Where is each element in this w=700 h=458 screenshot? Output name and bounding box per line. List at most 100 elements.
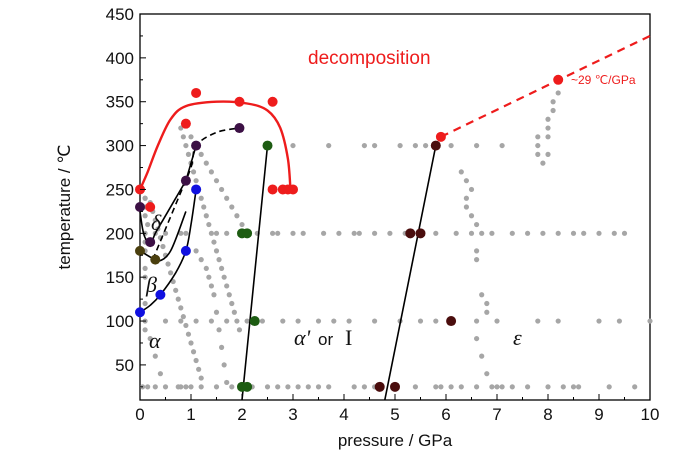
grey-point bbox=[545, 151, 551, 157]
purple-data-point bbox=[135, 202, 145, 212]
grey-point bbox=[152, 384, 158, 390]
grey-point bbox=[188, 134, 194, 140]
grey-point bbox=[494, 384, 500, 390]
red-data-point bbox=[180, 118, 191, 129]
x-tick-label: 4 bbox=[339, 405, 348, 424]
grey-point bbox=[224, 195, 230, 201]
grey-point bbox=[494, 318, 500, 324]
grey-point bbox=[448, 384, 454, 390]
grey-point bbox=[468, 230, 475, 236]
y-axis-label: temperature / ℃ bbox=[55, 145, 74, 270]
grey-point bbox=[198, 257, 204, 263]
phase-boundary-line bbox=[384, 145, 437, 401]
grey-point bbox=[234, 318, 240, 324]
grey-point bbox=[231, 309, 237, 315]
axis-ticks: 0 1 2 3 4 5 6 7 8 9 10 50 100 150 200 250 300 350 400 450 bbox=[106, 5, 660, 424]
purple-data-point bbox=[180, 175, 191, 186]
grey-point bbox=[162, 230, 169, 236]
grey-point bbox=[201, 204, 207, 210]
grey-point bbox=[226, 292, 232, 298]
brown-data-point bbox=[430, 140, 441, 151]
grey-point bbox=[193, 178, 199, 184]
grey-point bbox=[387, 230, 393, 236]
grey-point bbox=[198, 195, 204, 201]
grey-point bbox=[581, 230, 587, 236]
grey-point bbox=[474, 248, 480, 254]
blue-data-point bbox=[180, 245, 191, 256]
grey-point bbox=[509, 230, 515, 236]
brown-data-point bbox=[374, 381, 385, 392]
grey-point bbox=[216, 327, 222, 333]
red-data-point bbox=[145, 202, 156, 212]
grey-point bbox=[157, 371, 163, 377]
grey-point bbox=[611, 230, 617, 236]
grey-point bbox=[535, 151, 541, 157]
colored-data-points bbox=[135, 74, 564, 392]
grey-point bbox=[208, 230, 214, 236]
grey-point bbox=[213, 248, 220, 254]
grey-point bbox=[206, 274, 212, 280]
grey-point bbox=[213, 309, 220, 315]
grey-point bbox=[211, 292, 217, 298]
y-tick-label: 350 bbox=[106, 93, 134, 112]
grey-point bbox=[336, 230, 342, 236]
grey-point bbox=[499, 142, 505, 149]
beta-phase-label: β bbox=[145, 272, 157, 297]
brown-data-point bbox=[415, 228, 426, 239]
grey-point bbox=[315, 318, 322, 324]
grey-point bbox=[632, 384, 638, 390]
y-tick-label: 250 bbox=[106, 180, 134, 199]
grey-point bbox=[647, 318, 653, 324]
grey-point bbox=[188, 340, 194, 346]
x-tick-label: 6 bbox=[441, 405, 450, 424]
grey-point bbox=[570, 230, 577, 236]
grey-point bbox=[229, 384, 235, 390]
grey-point bbox=[196, 366, 202, 372]
grey-point bbox=[229, 300, 235, 307]
grey-point bbox=[160, 243, 166, 250]
grey-point bbox=[576, 384, 582, 390]
grey-point bbox=[372, 230, 378, 236]
dashed-phase-boundary-line bbox=[152, 127, 240, 260]
grey-point bbox=[162, 318, 169, 324]
grey-point bbox=[264, 384, 271, 390]
red-data-point bbox=[553, 74, 564, 85]
red-data-point bbox=[288, 184, 298, 195]
grey-point bbox=[545, 134, 551, 140]
grey-point bbox=[290, 142, 296, 149]
grey-point bbox=[180, 134, 186, 140]
grey-point bbox=[208, 318, 214, 324]
green-data-point bbox=[242, 381, 253, 392]
grey-point bbox=[315, 384, 322, 390]
grey-point bbox=[433, 230, 439, 236]
grey-point bbox=[300, 230, 306, 236]
grey-point bbox=[351, 230, 357, 236]
green-data-point bbox=[262, 140, 273, 151]
grey-point bbox=[203, 160, 209, 166]
slope-label: ~29 ℃/GPa bbox=[571, 73, 636, 87]
grey-point bbox=[458, 384, 464, 390]
x-tick-label: 8 bbox=[543, 405, 552, 424]
grey-point bbox=[372, 318, 378, 324]
grey-point bbox=[448, 142, 454, 149]
grey-point bbox=[183, 230, 189, 236]
blue-data-point bbox=[135, 307, 145, 318]
grey-point bbox=[326, 142, 332, 149]
grey-point bbox=[540, 230, 546, 236]
grey-point bbox=[193, 357, 199, 364]
grey-point bbox=[239, 221, 245, 228]
grey-point bbox=[550, 107, 556, 114]
y-tick-label: 50 bbox=[115, 356, 134, 375]
grey-point bbox=[616, 318, 623, 324]
grey-point bbox=[489, 230, 495, 236]
y-tick-label: 400 bbox=[106, 49, 134, 68]
decomposition-boundary-curve bbox=[138, 100, 292, 190]
x-tick-label: 1 bbox=[186, 405, 195, 424]
grey-point bbox=[412, 142, 418, 149]
grey-point bbox=[259, 318, 265, 324]
grey-point bbox=[198, 151, 204, 157]
decomposition-label: decomposition bbox=[308, 48, 431, 69]
grey-point bbox=[183, 384, 189, 390]
grey-point bbox=[509, 384, 515, 390]
grey-point bbox=[290, 230, 296, 236]
